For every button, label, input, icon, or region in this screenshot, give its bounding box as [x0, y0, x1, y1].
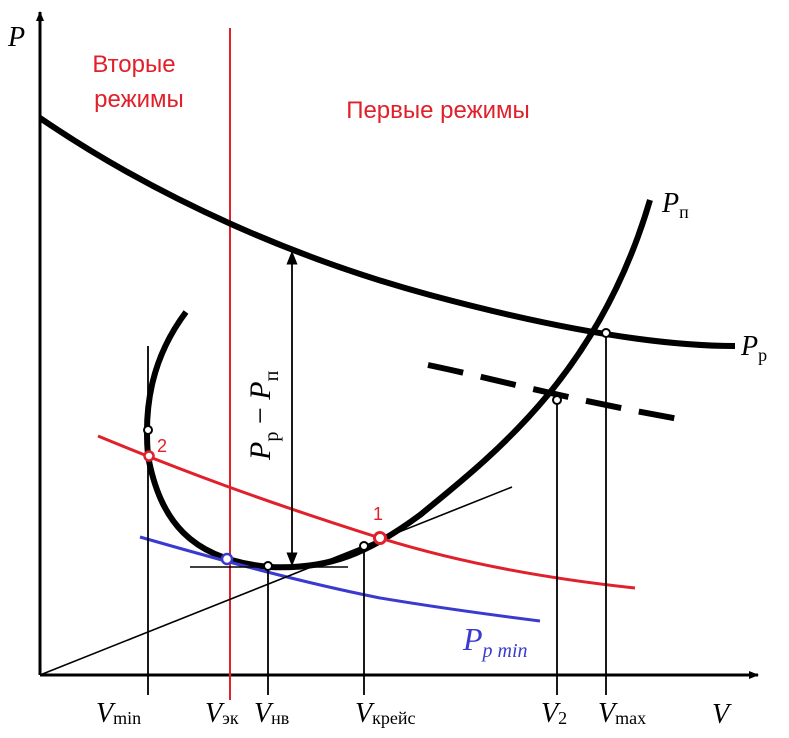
min-required-point [263, 561, 273, 571]
tick-vmin: Vmin [96, 698, 141, 729]
required-power-curve [143, 199, 653, 571]
diff-label-minus: − [244, 400, 277, 432]
diff-label-b: P [244, 381, 277, 400]
region-label-second-line2: режимы [94, 86, 184, 113]
v2-point [552, 395, 562, 405]
region-label-first: Первые режимы [346, 97, 530, 124]
tick-vmax: Vmax [598, 698, 646, 729]
tangent-from-origin-line [39, 486, 513, 676]
tick-vkreis: Vкрейс [355, 698, 415, 729]
diff-label-b-sub: п [261, 370, 283, 381]
diff-label-a-sub: р [261, 432, 283, 442]
power-difference-label: Pр − Pп [244, 370, 283, 461]
cruise-point [359, 541, 369, 551]
y-axis-label: P [7, 22, 25, 53]
region-label-second: Вторые [92, 51, 175, 78]
point-1-label: 1 [373, 504, 383, 524]
reduced-available-power-curve [427, 362, 691, 424]
vmin-upper-point [143, 425, 153, 435]
min-available-power-curve [139, 535, 541, 623]
point-1 [373, 531, 387, 545]
tick-vek: Vэк [205, 698, 239, 729]
available-power-label: Pр [740, 331, 767, 365]
available-power-curve [38, 115, 736, 349]
x-axis-label: V [712, 699, 732, 730]
tick-v2: V2 [541, 698, 567, 729]
point-2-label: 2 [157, 436, 167, 456]
vmax-point [601, 328, 611, 338]
svg-text:Pр − Pп: Pр − Pп [244, 370, 283, 461]
red-power-curve [97, 434, 636, 590]
min-available-power-label: Pр min [462, 621, 528, 662]
diff-label-a: P [244, 442, 277, 461]
required-power-label: Pп [661, 188, 689, 222]
point-2 [143, 450, 155, 462]
tick-vnv: Vнв [254, 698, 289, 729]
economic-point [220, 552, 234, 566]
